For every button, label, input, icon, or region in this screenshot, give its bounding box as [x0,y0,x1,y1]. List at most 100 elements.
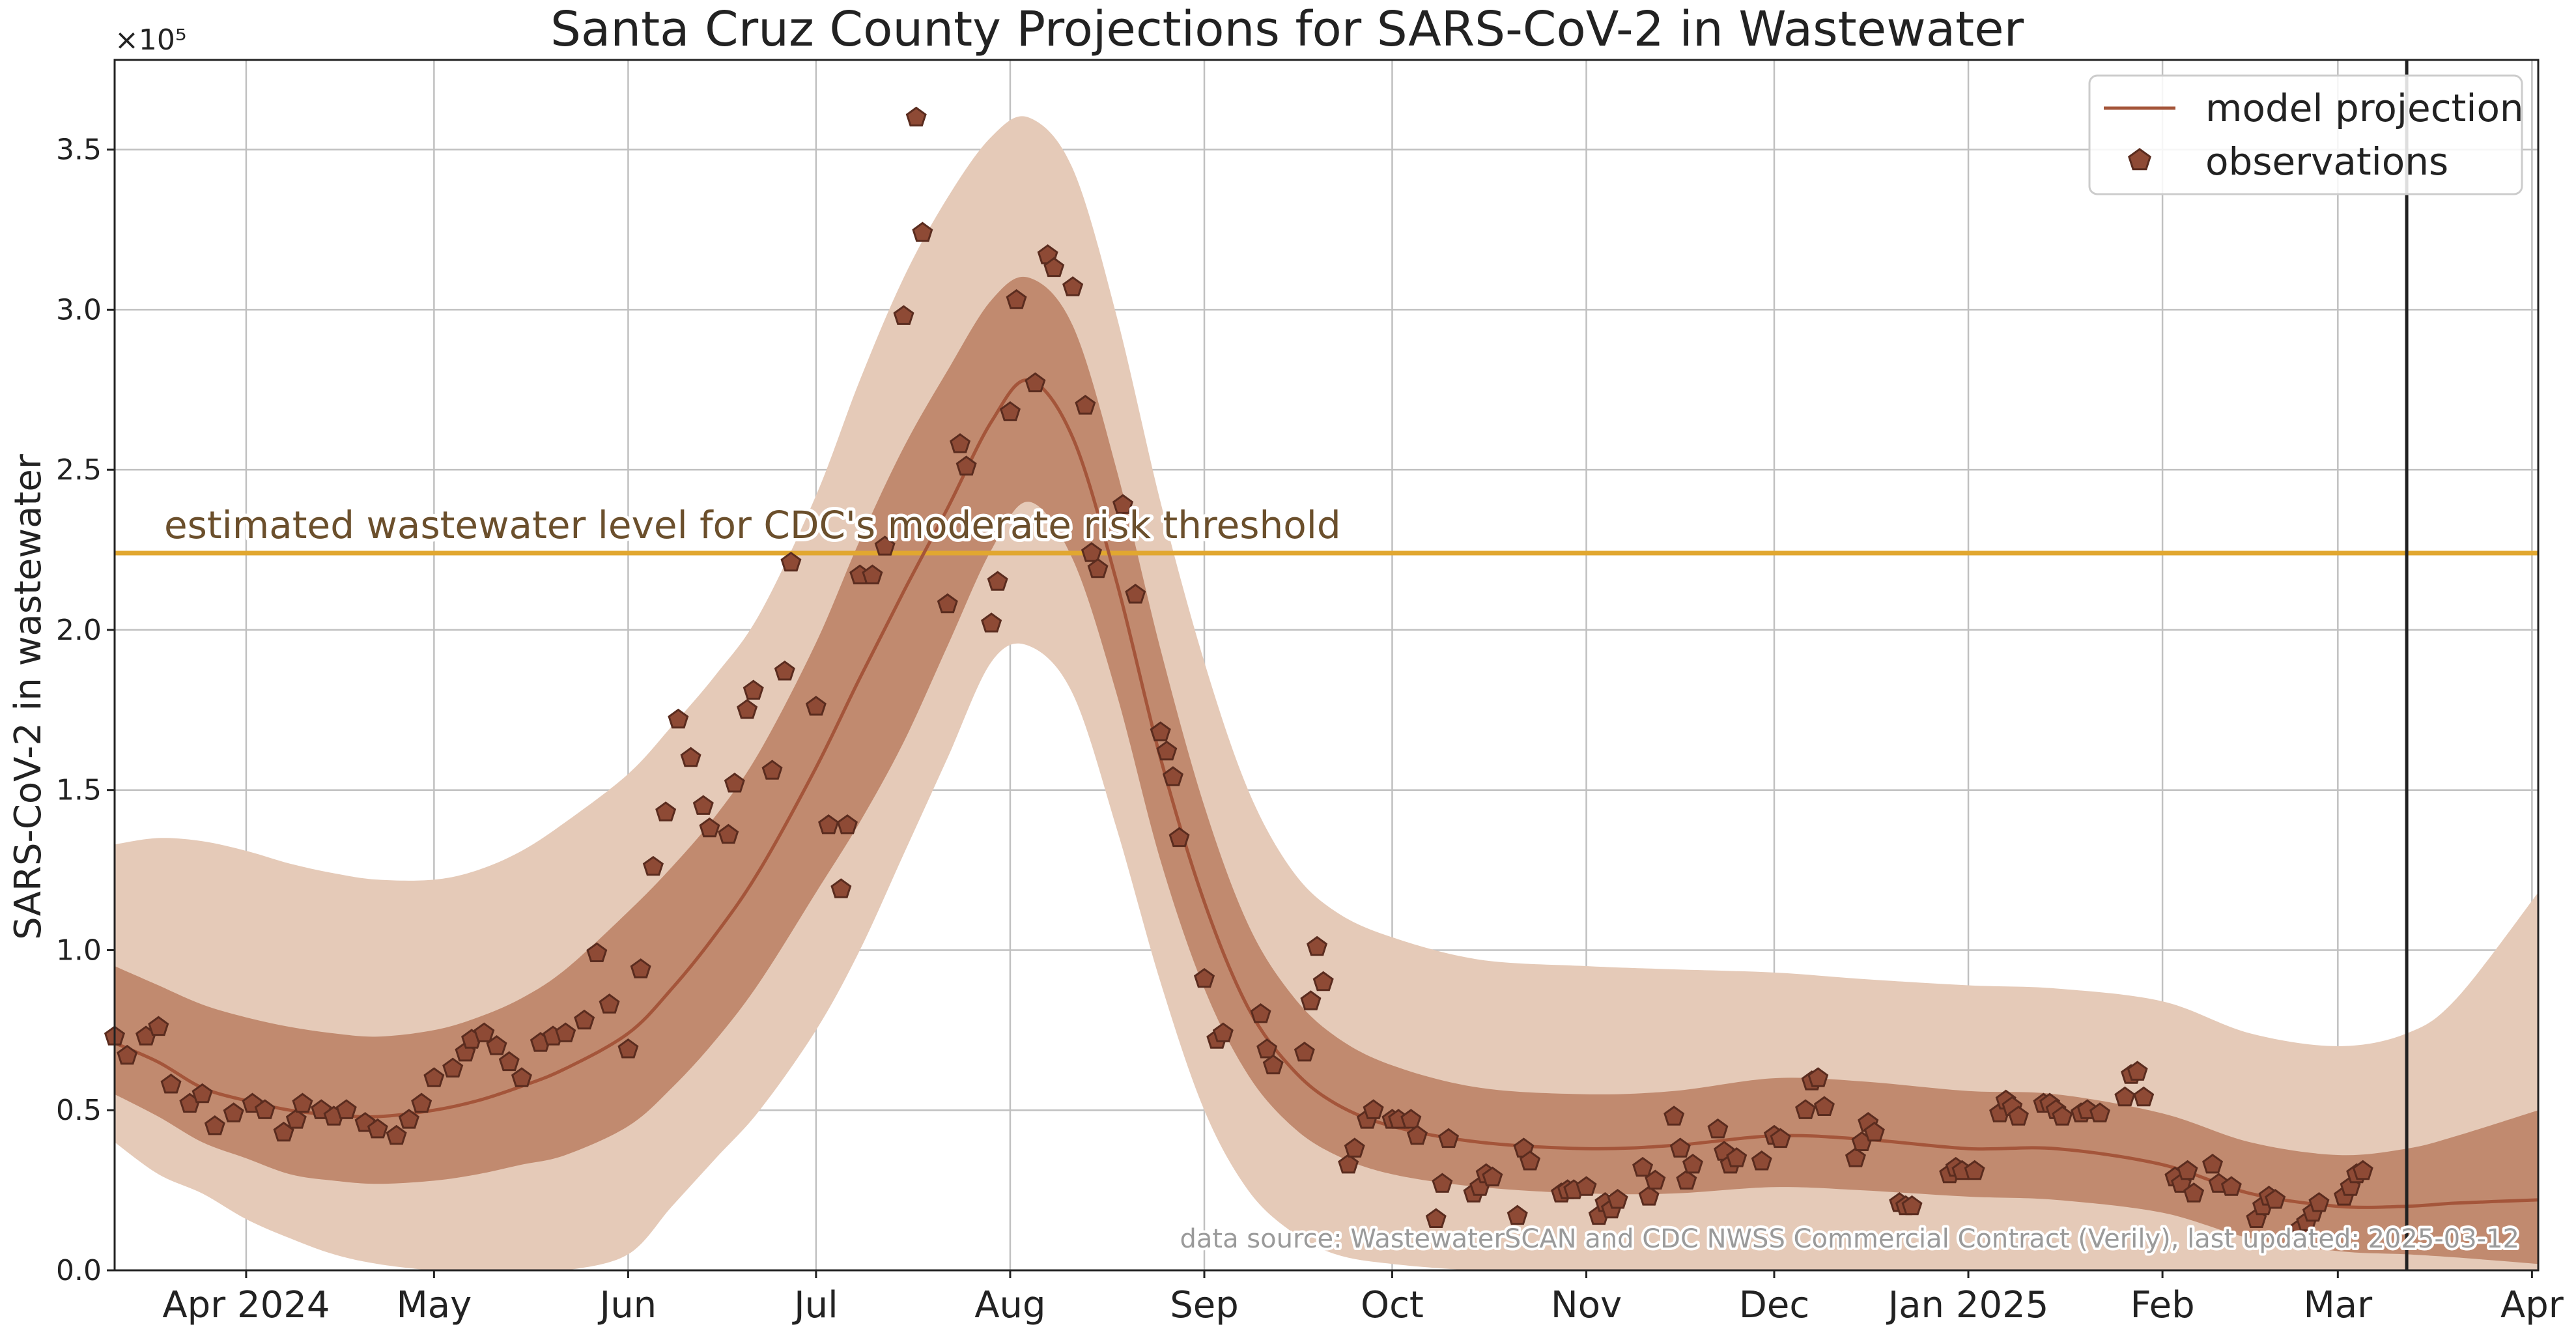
observation-point [555,1022,576,1042]
inner-uncertainty-band [115,276,2538,1264]
observation-point [1770,1128,1791,1149]
x-tick-label: Jun [598,1284,657,1326]
observation-point [874,535,896,556]
x-tick-label: Sep [1170,1284,1239,1326]
observation-point [1168,827,1190,848]
model-projection-line [115,378,2538,1209]
observation-point [2052,1106,2073,1126]
observation-point [805,696,827,716]
observation-point [2202,1153,2224,1174]
observation-point [1075,395,1096,415]
observation-point [1863,1121,1885,1142]
observation-point [411,1092,432,1113]
observation-point [442,1057,464,1077]
observations-layer [104,106,2373,1238]
observation-point [2265,1189,2286,1209]
observation-point [999,401,1021,421]
observation-point [2133,1086,2155,1107]
observation-point [912,221,933,242]
observation-point [1813,1096,1835,1116]
observation-point [1307,935,1328,956]
observation-point [474,1022,495,1042]
observation-point [599,993,620,1014]
observation-point [893,305,914,325]
observation-point [655,801,677,821]
y-multiplier-label: ×10⁵ [115,23,187,57]
observation-point [2007,1106,2029,1126]
observation-point [780,551,802,572]
observation-point [1043,257,1065,278]
x-tick-label: Mar [2303,1284,2373,1326]
chart-title: Santa Cruz County Projections for SARS-C… [550,1,2024,57]
observation-point [191,1083,213,1104]
observation-point [1964,1160,1985,1180]
observation-point [1025,372,1046,393]
line-layer [115,378,2538,1209]
x-tick-label: Feb [2130,1284,2195,1326]
observation-point [1312,971,1334,992]
observation-point [1707,1118,1729,1139]
threshold-label: estimated wastewater level for CDC's mod… [164,503,1341,547]
observation-point [1669,1137,1691,1158]
observation-point [2177,1160,2198,1180]
observation-point [1682,1153,1703,1174]
observation-point [148,1016,169,1036]
observation-point [1406,1124,1428,1145]
x-tick-label: Jul [792,1284,838,1326]
observation-point [1125,584,1146,604]
y-tick-label: 0.0 [56,1254,102,1287]
observation-point [2114,1086,2136,1107]
observation-point [1250,1003,1271,1023]
observation-point [1795,1099,1817,1119]
x-tick-label: Jan 2025 [1886,1284,2049,1326]
observation-point [981,612,1002,633]
y-tick-label: 1.0 [56,934,102,967]
observation-point [1081,542,1102,562]
legend-box [2088,74,2523,195]
observation-point [1632,1156,1654,1177]
observation-point [1400,1109,1422,1129]
observation-point [668,708,689,729]
observation-point [818,814,840,835]
observation-point [223,1102,244,1122]
legend: model projection observations [2088,74,2524,195]
observation-point [1482,1166,1503,1187]
x-tick-label: Aug [974,1284,1045,1326]
observation-point [1751,1150,1772,1171]
legend-label-model: model projection [2205,86,2524,130]
plot-frame [113,59,2540,1272]
observation-point [1256,1038,1278,1059]
observation-point [630,958,651,978]
y-tick-label: 0.5 [56,1094,102,1127]
observation-point [950,433,971,453]
observation-point [1162,766,1183,786]
observation-point [1156,740,1178,761]
observation-point [386,1124,407,1145]
y-tick-label: 3.0 [56,293,102,326]
observation-point [498,1051,520,1072]
observation-point [1006,289,1027,309]
band-layer [115,116,2538,1270]
observation-point [1676,1169,1697,1190]
observation-point [1262,1054,1284,1075]
observation-point [692,795,714,815]
observation-point [1150,721,1171,741]
legend-label-observations: observations [2205,139,2448,184]
y-tick-label: 2.5 [56,453,102,487]
observation-point [955,455,977,476]
observation-point [1519,1150,1541,1171]
observation-point [2352,1160,2373,1180]
observation-point [617,1038,639,1059]
x-tick-layer: Apr 2024 May Jun Jul Aug Sep Oct Nov Dec Jan 2025… [162,1270,2564,1326]
observation-point [1300,990,1322,1010]
observation-point [1638,1186,1660,1206]
observation-point [642,855,664,876]
observation-point [254,1099,276,1119]
x-tick-label: Nov [1551,1284,1622,1326]
observation-point [1363,1099,1384,1119]
source-note: data source: WastewaterSCAN and CDC NWSS… [1180,1224,2519,1254]
observation-point [1726,1147,1748,1167]
observation-point [862,564,883,584]
observation-point [335,1099,357,1119]
